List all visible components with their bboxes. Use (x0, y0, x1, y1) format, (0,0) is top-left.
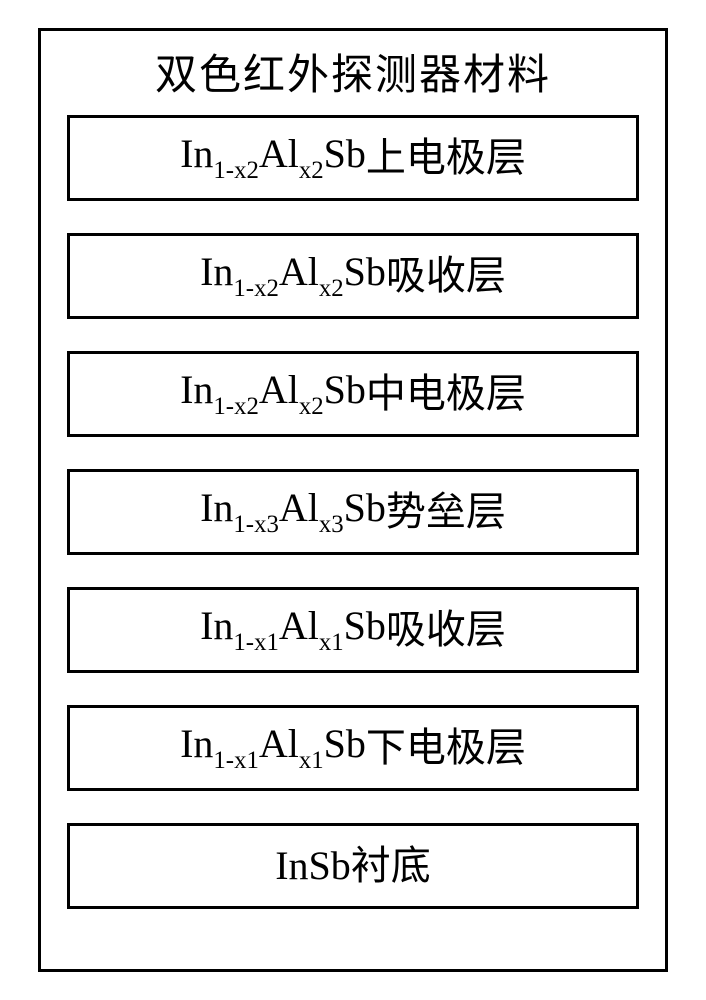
layer-absorption-lower: In1-x1Alx1Sb吸收层 (67, 587, 639, 673)
layer-formula: In1-x1Alx1Sb (180, 724, 366, 772)
layer-bottom-electrode: In1-x1Alx1Sb下电极层 (67, 705, 639, 791)
layer-formula: In1-x2Alx2Sb (200, 252, 386, 300)
layer-formula: In1-x2Alx2Sb (180, 370, 366, 418)
layer-label: 势垒层 (386, 492, 506, 532)
layer-label: 上电极层 (366, 138, 526, 178)
layer-formula: In1-x3Alx3Sb (200, 488, 386, 536)
diagram-title: 双色红外探测器材料 (41, 53, 665, 99)
layer-formula: In1-x1Alx1Sb (200, 606, 386, 654)
layer-stack: In1-x2Alx2Sb上电极层 In1-x2Alx2Sb吸收层 In1-x2A… (41, 109, 665, 909)
layer-label: 吸收层 (386, 610, 506, 650)
layer-top-electrode: In1-x2Alx2Sb上电极层 (67, 115, 639, 201)
layer-substrate: InSb衬底 (67, 823, 639, 909)
layer-barrier: In1-x3Alx3Sb势垒层 (67, 469, 639, 555)
layer-label: 中电极层 (366, 374, 526, 414)
diagram-container: 双色红外探测器材料 In1-x2Alx2Sb上电极层 In1-x2Alx2Sb吸… (38, 28, 668, 972)
layer-label: 吸收层 (386, 256, 506, 296)
layer-absorption-upper: In1-x2Alx2Sb吸收层 (67, 233, 639, 319)
layer-middle-electrode: In1-x2Alx2Sb中电极层 (67, 351, 639, 437)
layer-label: 下电极层 (366, 728, 526, 768)
substrate-label: InSb衬底 (275, 846, 431, 886)
layer-formula: In1-x2Alx2Sb (180, 134, 366, 182)
